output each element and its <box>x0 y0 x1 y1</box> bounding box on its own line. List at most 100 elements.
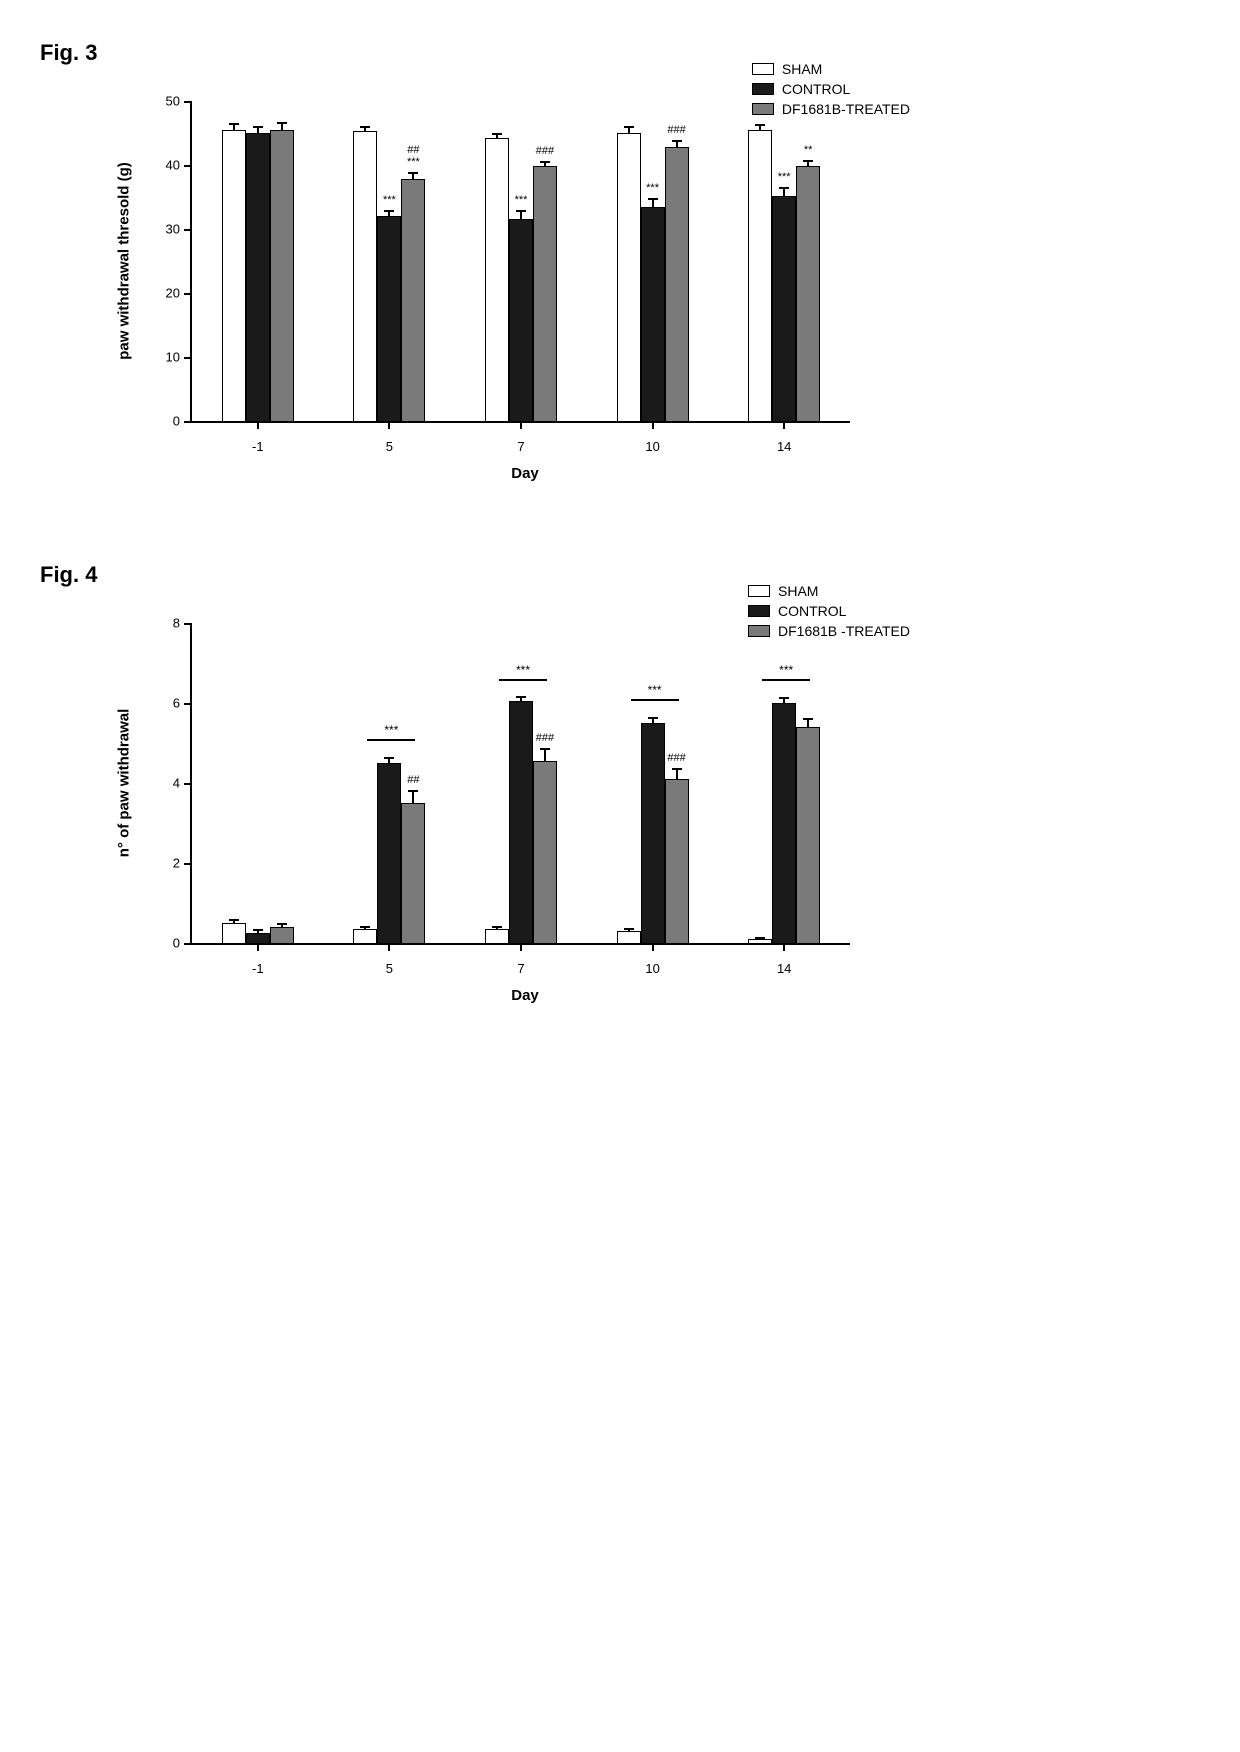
y-tick <box>184 943 192 945</box>
y-tick-label: 10 <box>166 350 180 365</box>
error-bar <box>281 923 283 928</box>
annotation-text: ## <box>407 144 420 156</box>
bar <box>246 933 270 943</box>
bar: *** <box>377 216 401 421</box>
error-bar <box>652 717 654 724</box>
x-tick-label: -1 <box>252 439 264 454</box>
bar <box>772 703 796 943</box>
annotation-text: ### <box>667 124 685 136</box>
bar <box>222 923 246 943</box>
bar <box>377 763 401 943</box>
annotation-text: *** <box>383 194 396 206</box>
y-tick-label: 40 <box>166 158 180 173</box>
y-tick <box>184 783 192 785</box>
significance-label: *** <box>384 723 398 737</box>
bar <box>485 138 509 421</box>
x-tick <box>652 421 654 429</box>
y-tick <box>184 293 192 295</box>
y-tick-label: 2 <box>173 856 180 871</box>
bar: ## <box>401 803 425 943</box>
bar <box>270 130 294 421</box>
bar <box>748 130 772 421</box>
figure-block: Fig. 4SHAMCONTROLDF1681B -TREATEDn° of p… <box>40 562 1200 1004</box>
plot-area: n° of paw withdrawal02468-1##5###7###101… <box>190 623 850 945</box>
error-bar <box>257 929 259 934</box>
error-bar <box>364 926 366 930</box>
x-tick-label: 7 <box>517 439 524 454</box>
chart-container: SHAMCONTROLDF1681B -TREATEDn° of paw wit… <box>160 623 860 1004</box>
x-tick <box>520 943 522 951</box>
legend-label: SHAM <box>778 583 818 599</box>
significance-bracket <box>499 679 547 681</box>
error-bar <box>676 140 678 148</box>
error-bar <box>628 928 630 932</box>
y-tick-label: 50 <box>166 94 180 109</box>
bar <box>353 929 377 943</box>
y-tick <box>184 421 192 423</box>
error-bar <box>233 123 235 131</box>
bar: *** <box>641 207 665 421</box>
bar: *** <box>772 196 796 421</box>
error-bar <box>520 696 522 702</box>
bar: ### <box>533 166 557 421</box>
significance-bracket <box>367 739 415 741</box>
error-bar <box>676 768 678 780</box>
figure-label: Fig. 3 <box>40 40 1200 66</box>
bar <box>246 133 270 421</box>
annotation-text: ### <box>667 752 685 764</box>
annotation-text: *** <box>778 171 791 183</box>
x-tick <box>257 421 259 429</box>
bar-group: 14 <box>748 703 820 943</box>
significance-label: *** <box>779 663 793 677</box>
y-tick <box>184 863 192 865</box>
x-tick-label: -1 <box>252 961 264 976</box>
legend-swatch <box>748 585 770 597</box>
bar-annotation: ##*** <box>407 144 420 168</box>
x-tick-label: 5 <box>386 961 393 976</box>
annotation-text: ### <box>536 145 554 157</box>
significance-label: *** <box>516 663 530 677</box>
y-tick-label: 30 <box>166 222 180 237</box>
annotation-text: ### <box>536 732 554 744</box>
error-bar <box>807 718 809 728</box>
y-tick-label: 0 <box>173 936 180 951</box>
legend-item: CONTROL <box>752 81 910 97</box>
bar <box>509 701 533 943</box>
x-tick-label: 10 <box>645 439 659 454</box>
bar-group: ***###10 <box>617 133 689 421</box>
y-tick <box>184 101 192 103</box>
error-bar <box>233 919 235 924</box>
legend-label: SHAM <box>782 61 822 77</box>
error-bar <box>281 122 283 131</box>
bar <box>270 927 294 943</box>
error-bar <box>807 160 809 168</box>
y-tick <box>184 703 192 705</box>
legend-item: CONTROL <box>748 603 910 619</box>
bar <box>222 130 246 421</box>
y-tick <box>184 165 192 167</box>
x-tick-label: 10 <box>645 961 659 976</box>
x-tick <box>388 943 390 951</box>
bar-annotation: *** <box>646 182 659 194</box>
y-tick-label: 8 <box>173 616 180 631</box>
error-bar <box>388 757 390 764</box>
x-tick-label: 14 <box>777 961 791 976</box>
y-tick-label: 6 <box>173 696 180 711</box>
error-bar <box>652 198 654 208</box>
bar-annotation: ### <box>667 752 685 764</box>
bar-annotation: *** <box>515 194 528 206</box>
y-tick-label: 20 <box>166 286 180 301</box>
bar-group: *****14 <box>748 130 820 421</box>
legend-item: SHAM <box>748 583 910 599</box>
bars-container: -1***##***5***###7***###10*****14 <box>192 101 850 421</box>
legend-swatch <box>752 63 774 75</box>
bar: ### <box>665 147 689 421</box>
bar: ##*** <box>401 179 425 421</box>
bar-annotation: *** <box>778 171 791 183</box>
bar <box>748 939 772 943</box>
bar: ### <box>665 779 689 943</box>
error-bar <box>759 124 761 130</box>
bar-annotation: ### <box>536 145 554 157</box>
plot-area: paw withdrawal thresold (g)01020304050-1… <box>190 101 850 423</box>
legend-item: SHAM <box>752 61 910 77</box>
